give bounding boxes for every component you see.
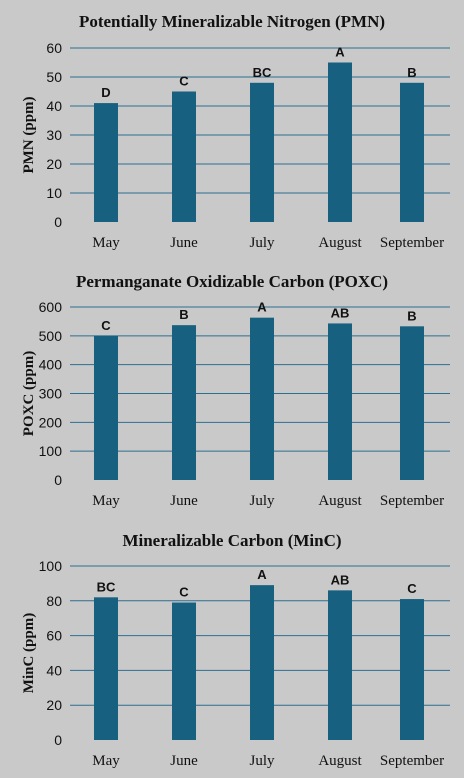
chart-title: Mineralizable Carbon (MinC) xyxy=(122,531,341,550)
chart-title: Permanganate Oxidizable Carbon (POXC) xyxy=(76,272,388,291)
bar-august xyxy=(328,62,352,222)
data-label: A xyxy=(335,45,345,60)
bar-july xyxy=(250,317,274,480)
y-axis-label: POXC (ppm) xyxy=(21,351,37,436)
bar-july xyxy=(250,585,274,740)
chart-title: Potentially Mineralizable Nitrogen (PMN) xyxy=(79,12,385,31)
data-label: AB xyxy=(331,572,350,587)
data-label: C xyxy=(179,74,189,89)
bar-august xyxy=(328,323,352,480)
data-label: C xyxy=(407,581,417,596)
y-tick-label: 400 xyxy=(39,357,63,373)
x-category-label: June xyxy=(170,235,198,251)
chart-3: Mineralizable Carbon (MinC) MinC (ppm) 0 20… xyxy=(21,531,450,769)
bar-june xyxy=(172,325,196,480)
y-tick-label: 600 xyxy=(39,299,63,315)
x-category-label: May xyxy=(92,235,120,251)
x-category-label: September xyxy=(380,493,444,509)
y-tick-label: 100 xyxy=(39,558,63,574)
x-category-label: May xyxy=(92,493,120,509)
y-tick-label: 40 xyxy=(46,662,62,678)
data-label: BC xyxy=(97,579,116,594)
bar-september xyxy=(400,599,424,740)
data-label: C xyxy=(179,585,189,600)
chart-1: Potentially Mineralizable Nitrogen (PMN)… xyxy=(21,12,450,251)
y-tick-label: 500 xyxy=(39,328,63,344)
bar-august xyxy=(328,590,352,740)
x-category-label: June xyxy=(170,493,198,509)
y-tick-label: 0 xyxy=(54,472,62,488)
y-tick-label: 200 xyxy=(39,414,63,430)
x-category-label: August xyxy=(318,493,362,509)
y-tick-label: 20 xyxy=(46,156,62,172)
bar-september xyxy=(400,326,424,480)
bar-june xyxy=(172,602,196,740)
y-axis-label: PMN (ppm) xyxy=(21,96,37,173)
bar-may xyxy=(94,103,118,222)
x-category-label: July xyxy=(249,235,275,251)
data-label: D xyxy=(101,85,110,100)
x-category-label: September xyxy=(380,235,444,251)
y-tick-label: 60 xyxy=(46,628,62,644)
y-tick-label: 100 xyxy=(39,443,63,459)
x-category-label: July xyxy=(249,493,275,509)
data-label: AB xyxy=(331,305,350,320)
data-label: C xyxy=(101,318,111,333)
y-tick-label: 80 xyxy=(46,593,62,609)
x-category-label: June xyxy=(170,753,198,769)
y-tick-label: 60 xyxy=(46,40,62,56)
y-tick-label: 40 xyxy=(46,98,62,114)
y-tick-label: 50 xyxy=(46,69,62,85)
bar-may xyxy=(94,597,118,740)
y-tick-label: 20 xyxy=(46,697,62,713)
data-label: B xyxy=(179,307,188,322)
chart-2: Permanganate Oxidizable Carbon (POXC) POX… xyxy=(21,272,450,509)
bar-july xyxy=(250,82,274,222)
y-tick-label: 10 xyxy=(46,185,62,201)
x-category-label: August xyxy=(318,235,362,251)
x-category-label: July xyxy=(249,753,275,769)
bar-september xyxy=(400,82,424,222)
y-tick-label: 300 xyxy=(39,386,63,402)
x-category-label: May xyxy=(92,753,120,769)
y-tick-label: 0 xyxy=(54,732,62,748)
data-label: B xyxy=(407,308,416,323)
data-label: BC xyxy=(253,65,272,80)
data-label: A xyxy=(257,567,267,582)
data-label: B xyxy=(407,65,416,80)
data-label: A xyxy=(257,300,267,315)
bar-june xyxy=(172,91,196,222)
x-category-label: August xyxy=(318,753,362,769)
y-axis-label: MinC (ppm) xyxy=(21,613,37,693)
y-tick-label: 0 xyxy=(54,214,62,230)
x-category-label: September xyxy=(380,753,444,769)
y-tick-label: 30 xyxy=(46,127,62,143)
bar-may xyxy=(94,335,118,480)
